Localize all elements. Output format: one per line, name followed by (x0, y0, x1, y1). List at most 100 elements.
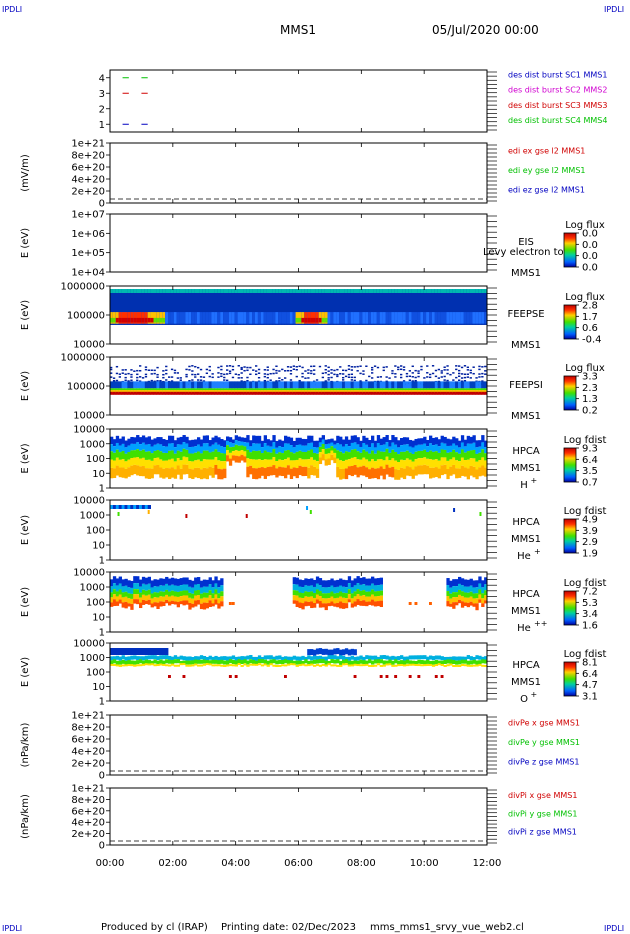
spectrogram-cell (139, 592, 143, 598)
spectrogram-cell (295, 660, 299, 665)
spectrogram-cell (130, 603, 134, 610)
spectrogram-cell (417, 465, 421, 475)
spectrogram-cell (400, 660, 404, 665)
spectrogram-cell (220, 453, 224, 462)
spectrogram-cell (443, 289, 447, 325)
spectrogram-cell (170, 590, 175, 596)
spectrogram-cell (463, 602, 468, 606)
spectrogram-cell (371, 369, 374, 371)
spectrogram-cell (228, 675, 232, 678)
spectrogram-cell (411, 390, 415, 394)
spectrogram-cell (228, 458, 233, 466)
spectrogram-cell (124, 601, 128, 609)
spectrogram-cell (173, 461, 178, 470)
spectrogram-cell (376, 390, 381, 394)
spectrogram-cell (153, 597, 157, 603)
spectrogram-cell (347, 289, 352, 325)
spectrogram-cell (202, 597, 207, 603)
spectrogram-cell (371, 388, 375, 392)
spectrogram-cell (327, 660, 331, 665)
spectrogram-cell (426, 372, 429, 374)
spectrogram-cell (182, 448, 186, 457)
spectrogram-cell (182, 381, 186, 389)
spectrogram-cell (356, 467, 360, 478)
spectrogram-cell (434, 655, 439, 660)
spectrogram-cell (315, 390, 320, 394)
spectrogram-cell (458, 365, 461, 367)
spectrogram-cell (359, 584, 363, 591)
spectrogram-cell (336, 375, 339, 378)
spectrogram-cell (310, 585, 314, 592)
spectrogram-cell (336, 579, 340, 587)
spectrogram-cell (234, 444, 238, 451)
spectrogram-cell (466, 586, 470, 593)
spectrogram-cell (217, 289, 221, 325)
spectrogram-cell (121, 664, 125, 667)
spectrogram-cell (321, 289, 325, 325)
spectrogram-cell (455, 597, 459, 603)
spectrogram-cell (237, 445, 241, 451)
spectrogram-cell (324, 368, 327, 371)
spectrogram-cell (472, 442, 476, 450)
spectrogram-cell (130, 317, 134, 323)
spectrogram-cell (240, 391, 244, 395)
spectrogram-cell (278, 459, 282, 467)
y-tick-label: 1000000 (60, 282, 105, 293)
spectrogram-cell (234, 388, 238, 392)
spectrogram-cell (304, 390, 308, 394)
spectrogram-cell (217, 437, 221, 445)
spectrogram-cell (165, 372, 168, 375)
spectrogram-cell (159, 379, 162, 382)
spectrogram-cell (115, 465, 120, 476)
spectrogram-cell (255, 312, 259, 324)
spectrogram-cell (176, 372, 180, 374)
spectrogram-cell (226, 289, 230, 293)
spectrogram-cell (359, 466, 363, 476)
spectrogram-cell (159, 317, 163, 323)
spectrogram-cell (156, 391, 160, 395)
spectrogram-cell (118, 445, 122, 453)
spectrogram-cell (130, 655, 134, 660)
spectrogram-cell (278, 664, 282, 667)
spectrogram-cell (484, 460, 488, 468)
spectrogram-cell (124, 381, 128, 389)
spectrogram-cell (278, 390, 282, 394)
spectrogram-cell (458, 372, 461, 375)
spectrogram-cell (153, 372, 156, 375)
spectrogram-cell (475, 440, 479, 448)
spectrogram-cell (382, 444, 386, 452)
spectrogram-cell (284, 656, 288, 661)
spectrogram-cell (278, 452, 282, 460)
spectrogram-cell (411, 440, 415, 448)
spectrogram-cell (115, 591, 120, 597)
spectrogram-cell (327, 388, 331, 392)
colorbar (563, 518, 577, 554)
spectrogram-cell (205, 289, 209, 325)
spectrogram-cell (205, 660, 209, 665)
spectrogram-cell (118, 390, 122, 394)
spectrogram-cell (150, 587, 154, 594)
spectrogram-cell (139, 369, 142, 372)
spectrogram-cell (420, 438, 424, 445)
spectrogram-cell (446, 289, 450, 293)
spectrogram-cell (237, 365, 240, 367)
spectrogram-cell (115, 578, 120, 586)
spectrogram-cell (460, 465, 465, 476)
spectrogram-cell (121, 289, 125, 293)
spectrogram-cell (443, 656, 447, 661)
spectrogram-cell (313, 447, 317, 453)
spectrogram-cell (388, 446, 392, 453)
spectrogram-cell (449, 656, 453, 661)
spectrogram-cell (347, 466, 352, 476)
spectrogram-cell (379, 595, 383, 601)
spectrogram-cell (170, 391, 175, 395)
spectrogram-cell (394, 365, 397, 367)
spectrogram-cell (144, 663, 149, 666)
spectrogram-cell (269, 391, 273, 395)
spectrogram-cell (217, 312, 221, 324)
legend-entry: edi ex gse l2 MMS1 (508, 147, 585, 156)
spectrogram-cell (286, 366, 290, 368)
spectrogram-cell (394, 675, 398, 678)
spectrogram-cell (423, 449, 427, 458)
spectrogram-cell (469, 391, 473, 395)
